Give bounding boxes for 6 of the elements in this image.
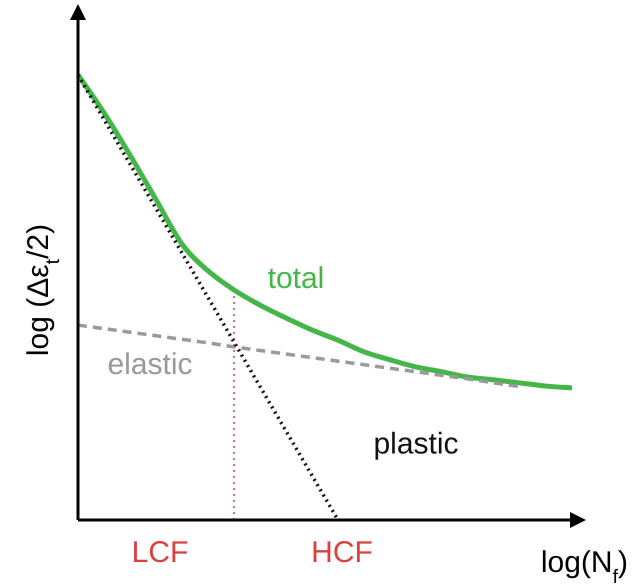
text: plastic — [373, 427, 459, 460]
series-label: total — [268, 262, 324, 295]
text: HCF — [311, 536, 373, 569]
x-axis-title: log(N$_{f}$) — [540, 546, 628, 586]
series-label: elastic — [107, 348, 193, 381]
text: LCF — [132, 536, 188, 569]
